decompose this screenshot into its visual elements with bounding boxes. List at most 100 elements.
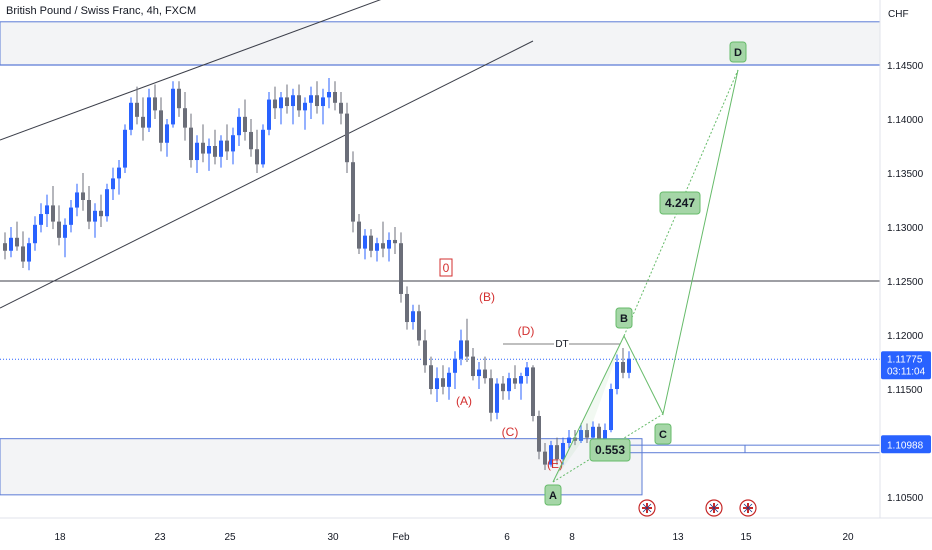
candle-body [585, 430, 589, 438]
candle [519, 372, 523, 400]
ratio-label: 4.247 [659, 191, 701, 215]
candle-body [117, 167, 121, 179]
flag-diag [642, 503, 652, 513]
candle-body [33, 224, 37, 244]
candle-body [9, 237, 13, 251]
candle-body [225, 140, 229, 152]
wave-label: (C) [502, 425, 519, 439]
candle [501, 376, 505, 400]
candle [621, 347, 625, 379]
candle-body [159, 110, 163, 143]
candle [189, 113, 193, 168]
candle-body [435, 378, 439, 389]
candle [9, 227, 13, 258]
candle [375, 237, 379, 262]
candle [615, 354, 619, 395]
wave-label: (D) [518, 324, 535, 338]
candle [543, 443, 547, 470]
candle [435, 367, 439, 402]
candle [201, 124, 205, 163]
candle [453, 351, 457, 389]
candle [417, 304, 421, 346]
candle-body [495, 383, 499, 413]
candle [249, 119, 253, 157]
chart-title: British Pound / Swiss Franc, 4h, FXCM [6, 5, 197, 17]
candle-body [489, 378, 493, 413]
candle-body [105, 189, 109, 217]
candle-body [195, 142, 199, 161]
candle-body [51, 205, 55, 222]
candle [261, 124, 265, 168]
candle-body [327, 92, 331, 98]
candle [123, 124, 127, 173]
candle-body [597, 426, 601, 446]
candle-body [501, 383, 505, 392]
candle-body [135, 102, 139, 117]
candle [63, 218, 67, 258]
candle [585, 423, 589, 443]
candle [141, 97, 145, 141]
candle-body [129, 102, 133, 130]
candle-body [3, 243, 7, 251]
candle [219, 135, 223, 168]
time-tick-label: 30 [327, 532, 339, 543]
candle-body [531, 367, 535, 416]
candle-body [39, 214, 43, 225]
candle-body [321, 97, 325, 107]
candle [405, 286, 409, 330]
candle [177, 81, 181, 117]
candle-body [123, 129, 127, 168]
candle-body [99, 210, 103, 217]
wave-label-box [439, 258, 453, 277]
candle [549, 440, 553, 467]
candle-body [75, 192, 79, 208]
candle [147, 88, 151, 132]
candle [579, 423, 583, 443]
pattern-point-label: B [620, 313, 628, 325]
candle-body [171, 88, 175, 125]
wave-label: 0 [443, 261, 450, 275]
candle-body [459, 340, 463, 359]
candle [525, 362, 529, 384]
candle-body [27, 243, 31, 262]
candle-body [417, 311, 421, 341]
candle-body [621, 362, 625, 373]
candle-body [573, 437, 577, 441]
candle [609, 383, 613, 433]
candle [489, 369, 493, 422]
ratio-value: 4.247 [665, 196, 695, 210]
candle-body [309, 95, 313, 103]
candle [45, 194, 49, 227]
candle [243, 99, 247, 141]
candle-body [465, 340, 469, 357]
candle-body [351, 162, 355, 222]
candle [393, 227, 397, 254]
candle [225, 124, 229, 161]
candle [345, 102, 349, 173]
ratio-box [589, 438, 631, 462]
candle-body [267, 99, 271, 130]
candle [105, 183, 109, 222]
candle-body [87, 200, 91, 222]
candle [195, 135, 199, 173]
pattern-point-b: B [615, 307, 633, 329]
candle [111, 167, 115, 200]
last-price-value: 1.11775 [887, 354, 923, 365]
candle-body [15, 237, 19, 247]
candle-body [393, 239, 397, 244]
candle [87, 185, 91, 230]
candle-body [375, 243, 379, 251]
candle-body [423, 340, 427, 366]
channel-lower-line [0, 40, 534, 309]
candle-body [399, 243, 403, 294]
candle-body [45, 205, 49, 215]
candle [207, 138, 211, 171]
candle-body [429, 365, 433, 389]
candle-body [615, 362, 619, 389]
candle [477, 362, 481, 389]
candle [255, 129, 259, 173]
candle [21, 231, 25, 269]
candle-body [201, 142, 205, 154]
